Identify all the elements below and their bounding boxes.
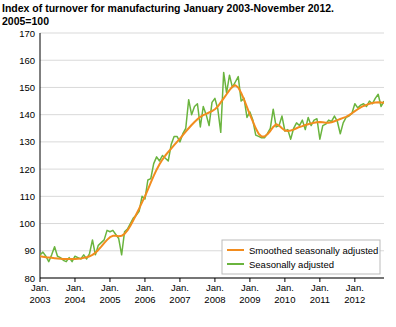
x-tick-label-part: Jan. [346, 282, 364, 293]
chart: Index of turnover for manufacturing Janu… [0, 0, 396, 327]
x-tick-label-part: 2007 [169, 294, 190, 305]
x-tick-label-part: 2012 [344, 294, 365, 305]
x-tick-label-part: Jan. [241, 282, 259, 293]
x-tick-label-part: Jan. [276, 282, 294, 293]
x-tick-label-part: 2005 [99, 294, 120, 305]
x-tick-label: Jan.2008 [204, 282, 225, 305]
x-tick-label-part: 2008 [204, 294, 225, 305]
x-tick-label: Jan.2007 [169, 282, 190, 305]
title: Index of turnover for manufacturing Janu… [2, 2, 334, 14]
grid-line [40, 196, 384, 197]
x-tick-label-part: 2006 [134, 294, 155, 305]
x-tick-label: Jan.2003 [29, 282, 50, 305]
x-tick-label-part: Jan. [136, 282, 154, 293]
x-tick-label-part: 2010 [274, 294, 295, 305]
y-tick-label: 140 [19, 109, 35, 120]
y-tick-label: 90 [24, 245, 35, 256]
x-tick-label-part: 2003 [29, 294, 50, 305]
y-axis [40, 33, 41, 278]
x-tick-label-part: 2009 [239, 294, 260, 305]
x-tick-label: Jan.2012 [344, 282, 365, 305]
legend-label: Smoothed seasonally adjusted [249, 245, 378, 256]
x-tick-label-part: Jan. [31, 282, 49, 293]
legend-box [222, 240, 380, 274]
x-tick-label: Jan.2005 [99, 282, 120, 305]
x-axis [40, 278, 384, 279]
y-tick-label: 170 [19, 28, 35, 39]
subtitle: 2005=100 [2, 15, 49, 27]
x-tick-label-part: Jan. [311, 282, 329, 293]
x-tick-label-part: 2004 [64, 294, 85, 305]
legend-swatch [227, 249, 244, 251]
grid-line [40, 87, 384, 88]
grid-line [40, 223, 384, 224]
y-tick-label: 100 [19, 218, 35, 229]
x-tick-label: Jan.2006 [134, 282, 155, 305]
x-tick-label: Jan.2011 [310, 282, 330, 305]
plot-area [40, 72, 384, 261]
x-tick-label-part: 2011 [310, 294, 330, 305]
y-tick-label: 150 [19, 82, 35, 93]
grid-line [40, 33, 384, 34]
grid-line [40, 60, 384, 61]
grid-line [40, 169, 384, 170]
x-tick-label-part: Jan. [206, 282, 224, 293]
x-tick-label-part: Jan. [66, 282, 84, 293]
x-tick-label: Jan.2010 [274, 282, 295, 305]
legend-swatch [227, 263, 244, 265]
x-tick-label-part: Jan. [171, 282, 189, 293]
grid-line [40, 141, 384, 142]
x-tick-label: Jan.2004 [64, 282, 85, 305]
y-tick-label: 160 [19, 55, 35, 66]
y-tick-label: 110 [20, 191, 35, 202]
y-tick-label: 120 [19, 164, 35, 175]
grid-line [40, 278, 384, 279]
series-line [40, 85, 384, 259]
x-tick-label: Jan.2009 [239, 282, 260, 305]
y-tick-label: 130 [19, 136, 35, 147]
series-line [40, 72, 384, 261]
x-tick-label-part: Jan. [101, 282, 119, 293]
legend-label: Seasonally adjusted [249, 259, 334, 270]
grid-line [40, 114, 384, 115]
